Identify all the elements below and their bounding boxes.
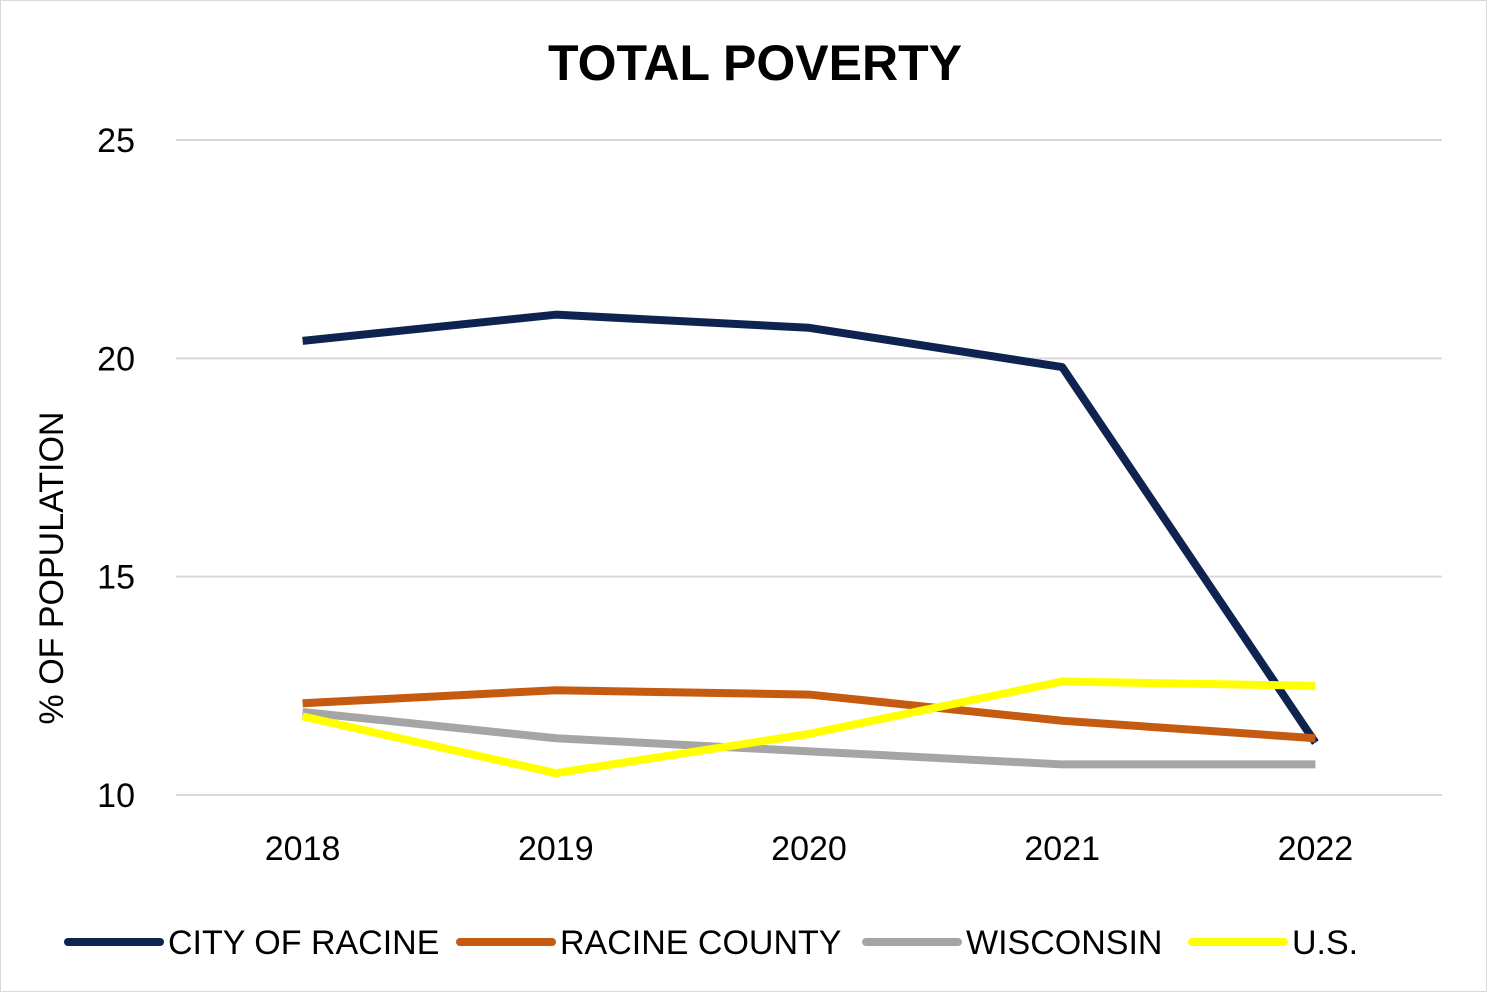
x-tick-label: 2018 bbox=[265, 830, 341, 868]
x-tick-label: 2021 bbox=[1024, 830, 1100, 868]
y-axis-label: % OF POPULATION bbox=[33, 412, 71, 725]
x-tick-label: 2022 bbox=[1278, 830, 1354, 868]
y-tick-label: 10 bbox=[97, 777, 135, 815]
series-line-city-of-racine bbox=[302, 310, 1319, 745]
legend-label-racine-county: RACINE COUNTY bbox=[560, 924, 841, 962]
y-tick-label: 15 bbox=[97, 559, 135, 597]
legend-label-u-s: U.S. bbox=[1292, 924, 1358, 962]
series-line-u-s bbox=[301, 677, 1316, 778]
series-line-wisconsin bbox=[302, 708, 1316, 769]
legend-label-wisconsin: WISCONSIN bbox=[966, 924, 1162, 962]
y-tick-label: 20 bbox=[97, 340, 135, 378]
x-tick-label: 2020 bbox=[771, 830, 847, 868]
chart-title: TOTAL POVERTY bbox=[548, 35, 962, 91]
x-tick-label: 2019 bbox=[518, 830, 594, 868]
y-tick-label: 25 bbox=[97, 122, 135, 160]
series-line-racine-county bbox=[302, 686, 1316, 743]
legend-label-city-of-racine: CITY OF RACINE bbox=[168, 924, 439, 962]
